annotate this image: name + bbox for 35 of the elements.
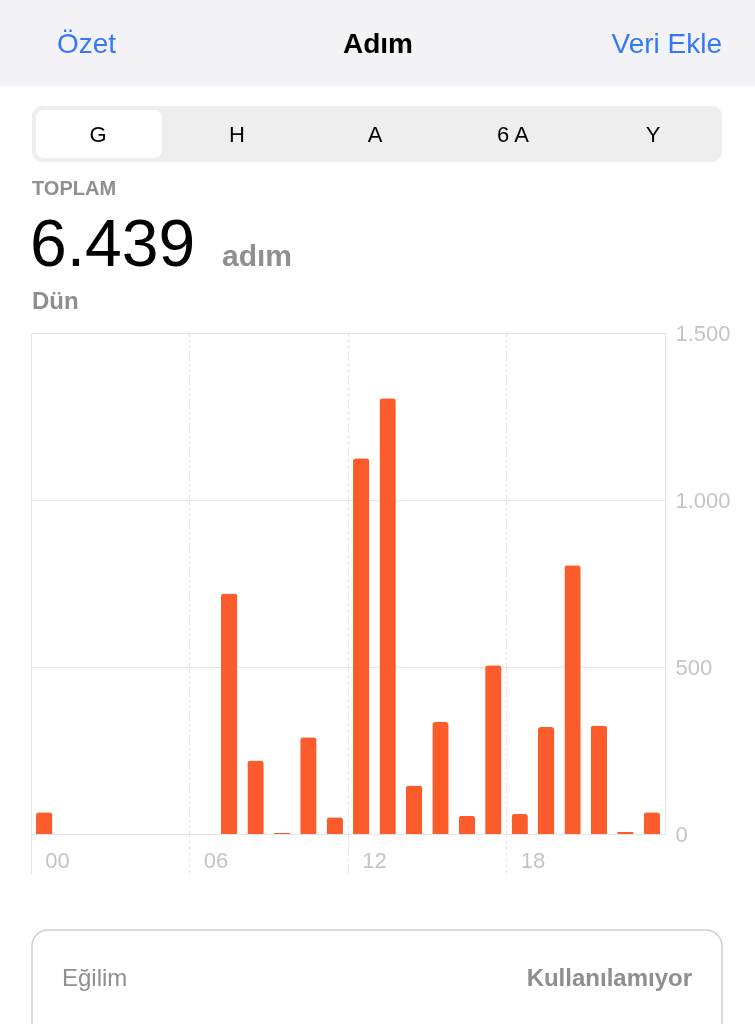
text: A bbox=[367, 122, 383, 147]
text: Dün bbox=[32, 287, 79, 314]
text: Özet bbox=[57, 28, 117, 59]
y-tick-label: 1.000 bbox=[675, 487, 731, 513]
text: Eğilim bbox=[62, 964, 128, 991]
x-tick-label: 18 bbox=[520, 847, 546, 873]
y-tick-label: 500 bbox=[675, 654, 713, 680]
bar bbox=[537, 727, 555, 834]
bar bbox=[485, 665, 502, 834]
y-tick-label: 1.500 bbox=[675, 320, 731, 346]
bar bbox=[220, 593, 238, 834]
chart-title: Adım bbox=[343, 28, 413, 59]
bar bbox=[458, 815, 476, 834]
bar bbox=[564, 565, 581, 834]
bar bbox=[300, 737, 317, 834]
y-tick-label: 0 bbox=[675, 821, 688, 847]
bar bbox=[379, 398, 396, 834]
text: TOPLAM bbox=[32, 177, 117, 199]
bar bbox=[590, 725, 608, 834]
bar bbox=[247, 760, 264, 834]
bar bbox=[432, 722, 449, 834]
bar bbox=[511, 813, 528, 834]
text: 6.439 bbox=[30, 206, 196, 280]
text: G bbox=[89, 122, 107, 147]
text: 6 A bbox=[497, 122, 530, 147]
text: Kullanılamıyor bbox=[526, 964, 692, 991]
bar bbox=[405, 785, 423, 834]
text: adım bbox=[222, 239, 293, 272]
x-tick-label: 12 bbox=[362, 847, 387, 873]
text: Veri Ekle bbox=[611, 28, 722, 59]
text: Y bbox=[645, 122, 661, 147]
text: H bbox=[229, 122, 245, 147]
bar bbox=[353, 458, 370, 834]
x-tick-label: 06 bbox=[203, 847, 229, 873]
x-tick-label: 00 bbox=[45, 847, 70, 873]
